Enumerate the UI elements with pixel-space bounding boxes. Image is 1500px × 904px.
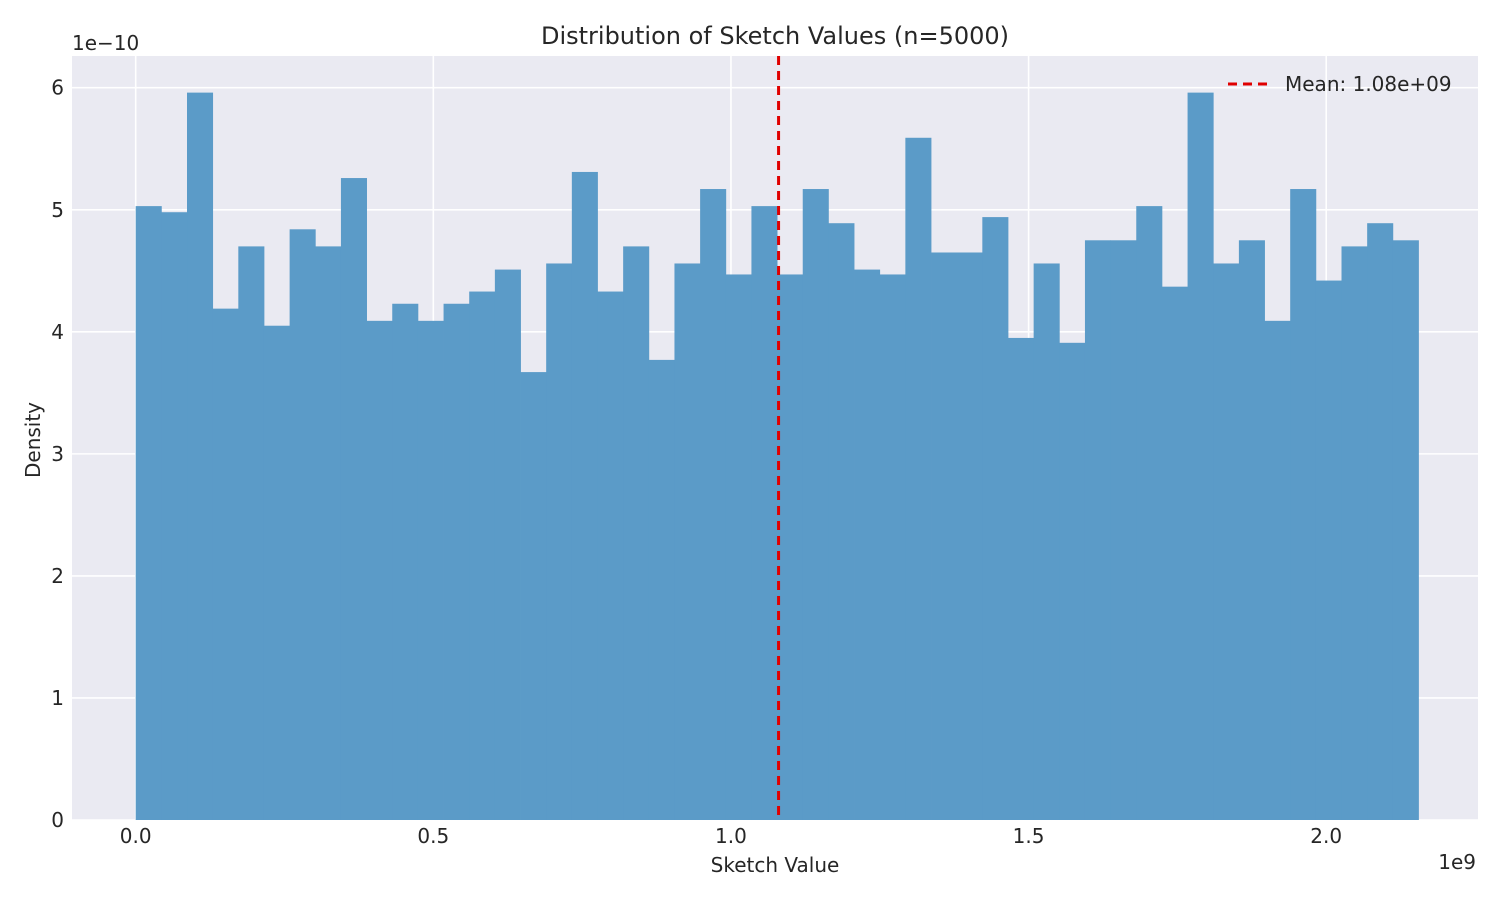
chart-title: Distribution of Sketch Values (n=5000)	[541, 22, 1009, 50]
histogram-bar-45	[1290, 189, 1317, 820]
histogram-bar-21	[674, 263, 701, 820]
histogram-bar-29	[879, 274, 906, 820]
histogram-bar-44	[1264, 320, 1291, 820]
histogram-bar-15	[520, 372, 547, 820]
y-tick-labels: 0 1 2 3 4 5 6	[51, 76, 64, 832]
y-offset-label: 1e−10	[72, 31, 139, 55]
histogram-bar-13	[469, 291, 496, 820]
histogram-bar-20	[648, 359, 675, 820]
legend-mean-label: Mean: 1.08e+09	[1285, 72, 1452, 96]
histogram-bars	[135, 92, 1419, 821]
histogram-bar-5	[263, 325, 291, 820]
histogram-bar-42	[1213, 263, 1240, 820]
x-tick-label-4: 2.0	[1310, 824, 1342, 848]
histogram-bar-6	[289, 229, 316, 820]
histogram-bar-47	[1341, 246, 1368, 820]
histogram-bar-17	[571, 171, 598, 820]
histogram-bar-36	[1059, 342, 1086, 820]
histogram-bar-10	[392, 303, 419, 820]
histogram-bar-19	[623, 246, 650, 820]
histogram-bar-14	[494, 269, 521, 821]
histogram-bar-40	[1161, 286, 1188, 820]
histogram-bar-0	[135, 206, 162, 821]
x-tick-labels: 0.0 0.5 1.0 1.5 2.0	[120, 824, 1342, 848]
y-tick-label-1: 1	[51, 686, 64, 710]
histogram-bar-46	[1315, 280, 1342, 821]
y-tick-label-2: 2	[51, 564, 64, 588]
histogram-bar-9	[366, 320, 393, 820]
histogram-bar-25	[777, 274, 804, 820]
histogram-bar-39	[1136, 206, 1163, 821]
histogram-bar-3	[212, 308, 239, 820]
x-tick-label-3: 1.5	[1013, 824, 1045, 848]
histogram-bar-31	[931, 252, 958, 821]
legend: Mean: 1.08e+09	[1228, 72, 1452, 96]
histogram-bar-23	[725, 274, 752, 820]
x-tick-label-2: 1.0	[715, 824, 747, 848]
y-tick-label-6: 6	[51, 76, 64, 100]
histogram-bar-16	[546, 263, 573, 820]
histogram-bar-33	[982, 217, 1009, 820]
y-axis-label: Density	[21, 402, 45, 478]
histogram-bar-7	[315, 246, 342, 820]
histogram-bar-18	[597, 291, 624, 820]
histogram-bar-34	[1007, 337, 1035, 820]
histogram-bar-4	[238, 246, 265, 820]
x-tick-label-1: 0.5	[417, 824, 449, 848]
histogram-bar-24	[751, 206, 778, 821]
histogram-bar-11	[417, 320, 444, 820]
histogram-bar-38	[1110, 240, 1137, 820]
x-offset-label: 1e9	[1438, 850, 1476, 874]
histogram-bar-35	[1033, 263, 1060, 820]
histogram-bar-12	[443, 303, 470, 820]
histogram-bar-8	[340, 178, 367, 820]
y-tick-label-3: 3	[51, 442, 64, 466]
histogram-bar-37	[1084, 240, 1112, 820]
x-axis-label: Sketch Value	[711, 853, 840, 877]
y-tick-label-0: 0	[51, 808, 64, 832]
y-tick-label-5: 5	[51, 198, 64, 222]
histogram-bar-32	[956, 252, 983, 821]
histogram-bar-22	[700, 189, 727, 820]
histogram-bar-41	[1187, 92, 1214, 821]
histogram-bar-26	[802, 189, 829, 820]
histogram-bar-48	[1367, 223, 1394, 820]
histogram-bar-2	[187, 92, 214, 821]
x-tick-label-0: 0.0	[120, 824, 152, 848]
histogram-bar-1	[161, 212, 188, 820]
histogram-bar-43	[1238, 240, 1265, 820]
histogram-bar-27	[828, 223, 855, 820]
histogram-bar-28	[854, 269, 881, 821]
histogram-bar-30	[905, 137, 932, 821]
histogram-bar-49	[1392, 240, 1419, 820]
y-tick-label-4: 4	[51, 320, 64, 344]
